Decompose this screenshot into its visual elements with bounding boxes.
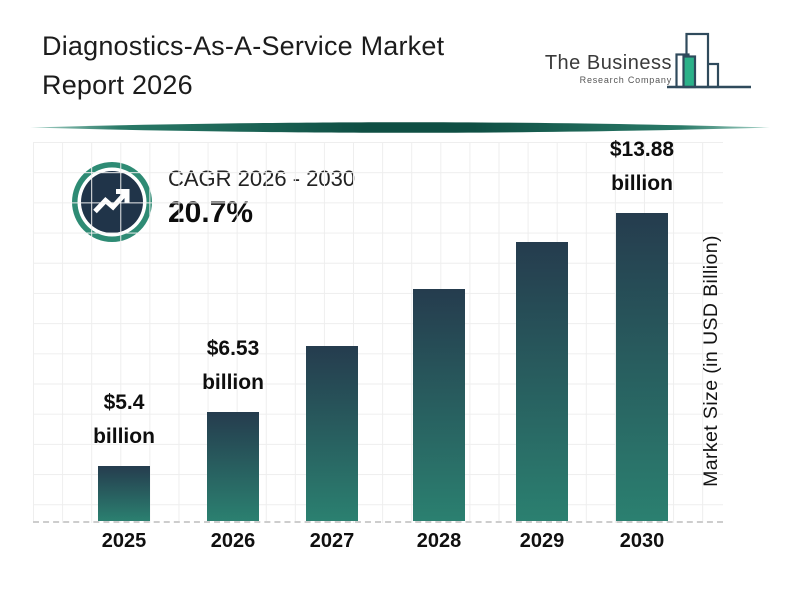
x-tick-2028: 2028: [416, 530, 462, 552]
bar-2026: [207, 412, 259, 521]
x-tick-2027: 2027: [309, 530, 355, 552]
bar-chart-logo-icon: [667, 32, 751, 89]
plot-grid: [33, 142, 723, 523]
logo-name: The Business: [544, 52, 672, 74]
page-title: Diagnostics-As-A-Service Market Report 2…: [42, 27, 444, 105]
value-label-2030: $13.88 billion: [609, 138, 675, 195]
bar-2030: [616, 213, 668, 521]
page-title-line1: Diagnostics-As-A-Service Market: [42, 31, 445, 61]
x-tick-2025: 2025: [101, 530, 147, 552]
value-label-2025: $5.4 billion: [93, 391, 155, 448]
x-tick-2030: 2030: [619, 530, 665, 552]
company-logo: The Business Research Company: [530, 52, 672, 85]
bar-2025: [98, 466, 150, 521]
x-tick-2026: 2026: [210, 530, 256, 552]
x-tick-2029: 2029: [519, 530, 565, 552]
bar-2029: [516, 242, 568, 521]
bar-2028: [413, 289, 465, 521]
bar-2027: [306, 346, 358, 521]
page-title-line2: Report 2026: [42, 70, 193, 100]
divider-swoosh: [30, 122, 770, 133]
value-label-2026: $6.53 billion: [202, 337, 264, 394]
logo-subname: Research Company: [579, 75, 672, 85]
y-axis-label: Market Size (in USD Billion): [700, 235, 722, 487]
